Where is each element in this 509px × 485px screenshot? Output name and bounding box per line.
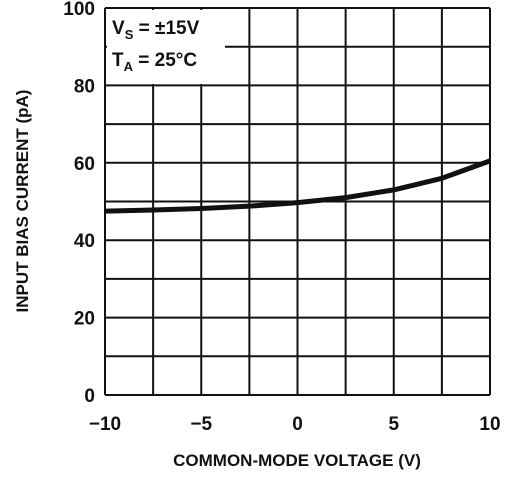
data-line — [104, 158, 491, 214]
y-tick-label: 60 — [74, 154, 95, 175]
annotation-symbol: V — [112, 18, 125, 39]
annotation-box — [107, 10, 225, 84]
y-tick-label: 80 — [74, 76, 95, 97]
annotation-text: = ±15V — [133, 18, 199, 39]
y-tick-label: 20 — [74, 309, 95, 330]
y-axis-label: INPUT BIAS CURRENT (pA) — [13, 90, 32, 313]
y-tick-label: 0 — [84, 386, 95, 407]
y-tick-label: 100 — [63, 0, 95, 20]
x-tick-label: −5 — [190, 414, 212, 435]
y-tick-label: 40 — [74, 231, 95, 252]
annotation: TA = 25°C — [112, 50, 197, 74]
annotation-subscript: A — [124, 59, 134, 74]
plot — [104, 158, 491, 214]
annotation: VS = ±15V — [112, 18, 200, 42]
annotation-symbol: T — [112, 50, 124, 71]
x-axis-label: COMMON-MODE VOLTAGE (V) — [173, 451, 421, 470]
x-tick-label: 10 — [479, 414, 500, 435]
x-tick-label: 5 — [388, 414, 399, 435]
annotation-subscript: S — [125, 27, 134, 42]
x-tick-label: −10 — [89, 414, 121, 435]
x-tick-label: 0 — [292, 414, 303, 435]
annotation-text: = 25°C — [133, 50, 197, 71]
